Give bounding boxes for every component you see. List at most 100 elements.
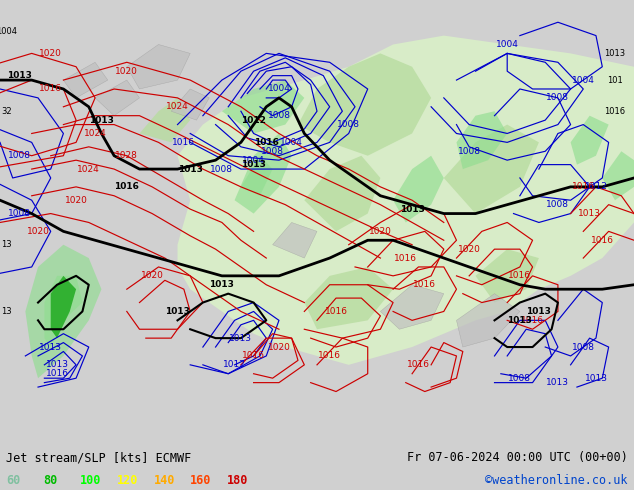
- Text: 1008: 1008: [547, 200, 569, 209]
- Text: Fr 07-06-2024 00:00 UTC (00+00): Fr 07-06-2024 00:00 UTC (00+00): [407, 451, 628, 464]
- Polygon shape: [51, 276, 76, 338]
- Text: 1013: 1013: [241, 160, 266, 169]
- Text: 1008: 1008: [210, 165, 233, 173]
- Polygon shape: [171, 89, 209, 120]
- Text: 1008: 1008: [458, 147, 481, 156]
- Text: 1020: 1020: [65, 196, 87, 205]
- Polygon shape: [25, 245, 101, 378]
- Polygon shape: [393, 156, 444, 222]
- Text: 1013: 1013: [547, 378, 569, 387]
- Text: 1013: 1013: [165, 307, 190, 316]
- Text: 1004: 1004: [572, 75, 595, 85]
- Text: 1020: 1020: [115, 67, 138, 75]
- Text: 1016: 1016: [39, 84, 62, 94]
- Text: 1016: 1016: [325, 307, 347, 316]
- Text: 100: 100: [80, 474, 101, 488]
- Text: 1016: 1016: [114, 182, 139, 192]
- Polygon shape: [602, 151, 634, 200]
- Polygon shape: [380, 285, 444, 329]
- Polygon shape: [304, 267, 393, 329]
- Polygon shape: [222, 80, 304, 133]
- Polygon shape: [571, 116, 609, 165]
- Text: 1008: 1008: [547, 94, 569, 102]
- Polygon shape: [298, 53, 431, 156]
- Text: 1004: 1004: [280, 138, 303, 147]
- Text: 1016: 1016: [242, 351, 265, 361]
- Text: 13: 13: [1, 307, 11, 316]
- Text: 1016: 1016: [407, 360, 430, 369]
- Text: 101: 101: [607, 75, 623, 85]
- Text: 1016: 1016: [172, 138, 195, 147]
- Text: 1008: 1008: [8, 209, 30, 218]
- Text: 1013: 1013: [526, 307, 552, 316]
- Text: 1013: 1013: [399, 205, 425, 214]
- Text: 120: 120: [117, 474, 138, 488]
- Text: 1020: 1020: [141, 271, 164, 280]
- Polygon shape: [139, 98, 190, 143]
- Text: 1013: 1013: [46, 360, 68, 369]
- Polygon shape: [456, 111, 507, 169]
- Polygon shape: [235, 133, 292, 214]
- Polygon shape: [127, 45, 190, 89]
- Text: 1013: 1013: [39, 343, 62, 351]
- Text: 1013: 1013: [209, 280, 235, 289]
- Text: 1020: 1020: [268, 343, 290, 351]
- Polygon shape: [95, 80, 139, 116]
- Polygon shape: [44, 276, 82, 347]
- Text: 1013: 1013: [578, 209, 601, 218]
- Text: 1004: 1004: [496, 40, 519, 49]
- Text: 1004: 1004: [0, 26, 17, 36]
- Text: 1016: 1016: [604, 107, 626, 116]
- Text: 1013: 1013: [585, 374, 607, 383]
- Polygon shape: [476, 249, 539, 302]
- Text: 1013: 1013: [604, 49, 626, 58]
- Text: 1024: 1024: [166, 102, 189, 111]
- Text: 1008: 1008: [337, 120, 360, 129]
- Text: 13: 13: [1, 240, 11, 249]
- Polygon shape: [456, 294, 520, 347]
- Text: 1004: 1004: [242, 156, 265, 165]
- Text: 32: 32: [1, 107, 11, 116]
- Text: 1016: 1016: [572, 182, 595, 192]
- Text: ©weatheronline.co.uk: ©weatheronline.co.uk: [485, 474, 628, 488]
- Text: 1008: 1008: [508, 374, 531, 383]
- Text: 1016: 1016: [521, 316, 544, 325]
- Polygon shape: [63, 62, 108, 98]
- Text: 1016: 1016: [254, 138, 279, 147]
- Polygon shape: [444, 124, 539, 214]
- Text: 1016: 1016: [508, 271, 531, 280]
- Polygon shape: [241, 156, 273, 196]
- Text: Jet stream/SLP [kts] ECMWF: Jet stream/SLP [kts] ECMWF: [6, 451, 191, 464]
- Text: 1013: 1013: [507, 316, 533, 325]
- Text: 1020: 1020: [27, 227, 49, 236]
- Text: 1008: 1008: [572, 343, 595, 351]
- Text: 1013: 1013: [178, 165, 203, 173]
- Text: 1024: 1024: [77, 165, 100, 173]
- Text: 1028: 1028: [115, 151, 138, 160]
- Text: 1013: 1013: [230, 334, 252, 343]
- Text: 1020: 1020: [369, 227, 392, 236]
- Text: 1013: 1013: [89, 116, 114, 124]
- Polygon shape: [273, 222, 317, 258]
- Text: 1004: 1004: [268, 84, 290, 94]
- Text: 1020: 1020: [39, 49, 62, 58]
- Text: 1016: 1016: [318, 351, 341, 361]
- Polygon shape: [304, 156, 380, 231]
- Text: 1008: 1008: [8, 151, 30, 160]
- Text: 1013: 1013: [6, 71, 32, 80]
- Text: 1024: 1024: [84, 129, 107, 138]
- Text: 180: 180: [227, 474, 249, 488]
- Text: 160: 160: [190, 474, 212, 488]
- Text: 140: 140: [153, 474, 175, 488]
- Text: 1012: 1012: [241, 116, 266, 124]
- Text: 1016: 1016: [394, 253, 417, 263]
- Text: 1016: 1016: [591, 236, 614, 245]
- Text: 1012: 1012: [223, 360, 246, 369]
- Text: 1020: 1020: [458, 245, 481, 254]
- Text: 60: 60: [6, 474, 20, 488]
- Text: 1008: 1008: [268, 111, 290, 120]
- Polygon shape: [178, 36, 634, 365]
- Text: 1008: 1008: [261, 147, 284, 156]
- Text: 1012: 1012: [585, 182, 607, 192]
- Text: 80: 80: [43, 474, 57, 488]
